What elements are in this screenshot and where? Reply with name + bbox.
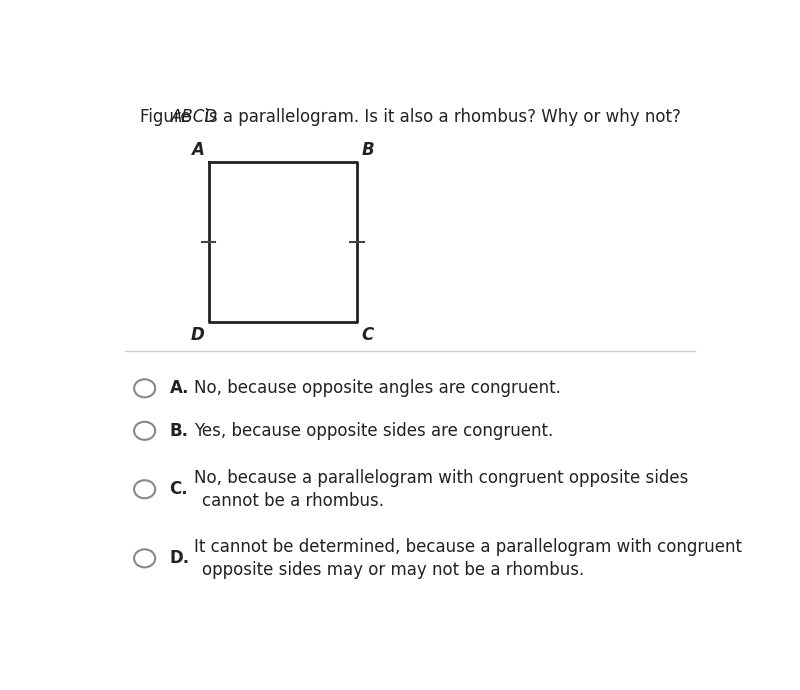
Text: Yes, because opposite sides are congruent.: Yes, because opposite sides are congruen… (194, 422, 554, 440)
Text: B: B (362, 141, 374, 159)
Text: No, because opposite angles are congruent.: No, because opposite angles are congruen… (194, 380, 561, 397)
Text: C: C (362, 326, 374, 344)
Text: ABCD: ABCD (171, 108, 218, 126)
Text: C.: C. (170, 480, 188, 498)
Text: A: A (191, 141, 204, 159)
Text: B.: B. (170, 422, 189, 440)
Text: It cannot be determined, because a parallelogram with congruent: It cannot be determined, because a paral… (194, 538, 742, 555)
Text: D: D (190, 326, 204, 344)
Text: opposite sides may or may not be a rhombus.: opposite sides may or may not be a rhomb… (202, 561, 585, 579)
Text: cannot be a rhombus.: cannot be a rhombus. (202, 492, 384, 510)
Text: A.: A. (170, 380, 189, 397)
Text: D.: D. (170, 549, 190, 567)
Text: is a parallelogram. Is it also a rhombus? Why or why not?: is a parallelogram. Is it also a rhombus… (198, 108, 681, 126)
Text: Figure: Figure (140, 108, 196, 126)
Text: No, because a parallelogram with congruent opposite sides: No, because a parallelogram with congrue… (194, 469, 689, 486)
